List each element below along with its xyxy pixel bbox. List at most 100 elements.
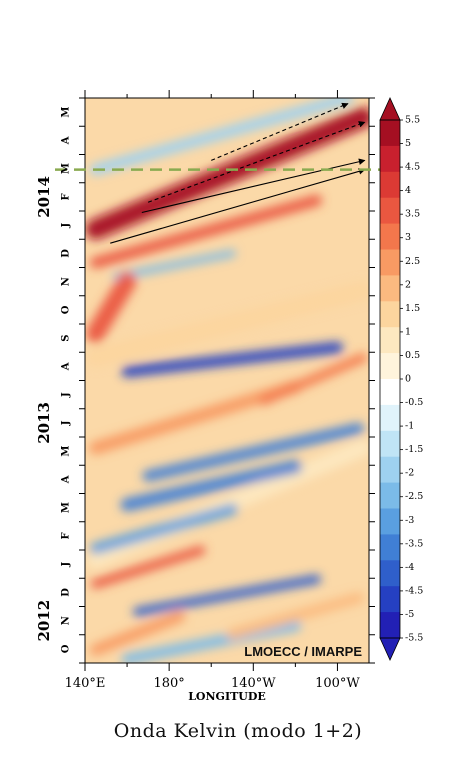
colorbar: 5.5 5 4.5 4 3.5 3 2.5 2 1.5 1 0.5 0 -0.5 -1 -1.5 -2 -2.5…	[379, 97, 423, 661]
anomaly-band	[89, 194, 323, 269]
anomaly-band	[112, 249, 236, 281]
colorbar-label: -1	[405, 421, 414, 432]
colorbar-swatch	[380, 120, 400, 147]
y-month-label: M	[61, 107, 72, 118]
colorbar-label: 5.5	[405, 115, 420, 126]
plot-area	[85, 98, 369, 663]
colorbar-bottom-triangle	[379, 637, 401, 661]
colorbar-swatch	[380, 612, 400, 639]
y-year-label: 2014	[35, 176, 53, 218]
colorbar-top-triangle	[379, 97, 401, 121]
colorbar-label: 0	[405, 374, 411, 385]
colorbar-label: 2.5	[405, 256, 420, 267]
y-month-label: O	[61, 305, 72, 314]
colorbar-label: -5	[405, 609, 414, 620]
y-month-label: N	[61, 277, 72, 286]
colorbar-label: -0.5	[405, 397, 423, 408]
colorbar-label: 5	[405, 138, 411, 149]
anomaly-band	[89, 503, 238, 555]
colorbar-label: -4	[405, 562, 414, 573]
colorbar-swatch	[380, 171, 400, 199]
anomaly-band	[89, 610, 186, 656]
y-month-label: F	[61, 193, 72, 200]
y-month-label: O	[61, 644, 72, 653]
colorbar-label: 4	[405, 185, 411, 196]
colorbar-swatch	[380, 301, 400, 328]
colorbar-swatch	[380, 223, 400, 250]
colorbar-swatch	[380, 482, 400, 509]
anomaly-band	[132, 574, 322, 617]
y-axis-years: 2012 2013 2014	[35, 176, 53, 642]
colorbar-swatch	[380, 456, 400, 484]
kelvin-arrow	[110, 168, 366, 244]
y-month-label: J	[61, 222, 72, 228]
colorbar-swatch	[380, 586, 400, 613]
y-year-label: 2013	[35, 402, 53, 444]
colorbar-label: 3.5	[405, 209, 420, 220]
x-axis: 140°E 180° 140°W 100°W	[65, 90, 360, 691]
y-month-label: M	[61, 163, 72, 174]
x-axis-label: LONGITUDE	[188, 690, 266, 703]
y-month-label: D	[61, 588, 72, 597]
colorbar-label: -3.5	[405, 538, 423, 549]
kelvin-arrow	[211, 102, 349, 161]
colorbar-label: 3	[405, 232, 411, 243]
y-month-label: J	[61, 392, 72, 398]
y-month-label: N	[61, 616, 72, 625]
x-tick-label: 100°W	[315, 676, 360, 691]
anomaly-band	[259, 353, 368, 406]
y-month-label: M	[61, 502, 72, 513]
y-month-label: M	[61, 446, 72, 457]
anomaly-band	[86, 272, 137, 343]
colorbar-swatch	[380, 534, 400, 561]
colorbar-label: -5.5	[405, 633, 423, 644]
figure-caption: Onda Kelvin (modo 1+2)	[113, 720, 363, 742]
x-tick-label: 180°	[153, 676, 184, 691]
x-tick-label: 140°E	[65, 676, 106, 691]
anomaly-band	[226, 592, 365, 640]
anomaly-band	[89, 98, 354, 176]
anomaly-band	[142, 422, 365, 482]
anomaly-band	[121, 620, 301, 663]
y-month-label: J	[61, 420, 72, 426]
colorbar-label: -3	[405, 515, 414, 526]
x-tick-label: 140°W	[231, 676, 276, 691]
y-year-label: 2012	[35, 600, 53, 642]
y-month-label: J	[61, 561, 72, 567]
anomaly-field	[85, 98, 369, 663]
anomaly-band	[90, 545, 206, 589]
colorbar-swatch	[380, 379, 400, 406]
colorbar-swatch	[380, 404, 400, 432]
y-month-label: D	[61, 249, 72, 258]
colorbar-label: 2	[405, 279, 411, 290]
y-axis-months: O N D J F M A M J J A S O N D J F M A M	[61, 97, 375, 664]
colorbar-swatch	[380, 197, 400, 225]
colorbar-label: -2	[405, 468, 414, 479]
colorbar-label: -4.5	[405, 585, 423, 596]
colorbar-swatch	[380, 145, 400, 173]
y-month-label: A	[61, 136, 72, 145]
colorbar-swatch	[380, 327, 400, 354]
colorbar-label: -2.5	[405, 491, 423, 502]
kelvin-arrow	[147, 121, 366, 203]
colorbar-label: 1	[405, 326, 411, 337]
anomaly-band	[85, 107, 369, 240]
y-month-label: S	[61, 335, 72, 342]
y-month-label: A	[61, 475, 72, 484]
colorbar-label: 0.5	[405, 350, 420, 361]
watermark-lmoecc-imarpe: LMOECC / IMARPE	[244, 644, 362, 659]
colorbar-swatch	[380, 275, 400, 302]
colorbar-label: -1.5	[405, 444, 423, 455]
colorbar-label: 1.5	[405, 303, 420, 314]
colorbar-swatch	[380, 560, 400, 587]
colorbar-label: 4.5	[405, 162, 420, 173]
anomaly-band	[120, 460, 302, 512]
colorbar-swatch	[380, 353, 400, 380]
y-month-label: A	[61, 362, 72, 371]
colorbar-swatch	[380, 430, 400, 458]
colorbar-swatch	[380, 249, 400, 276]
colorbar-swatch	[380, 508, 400, 535]
y-month-label: F	[61, 532, 72, 539]
anomaly-band	[121, 341, 344, 378]
